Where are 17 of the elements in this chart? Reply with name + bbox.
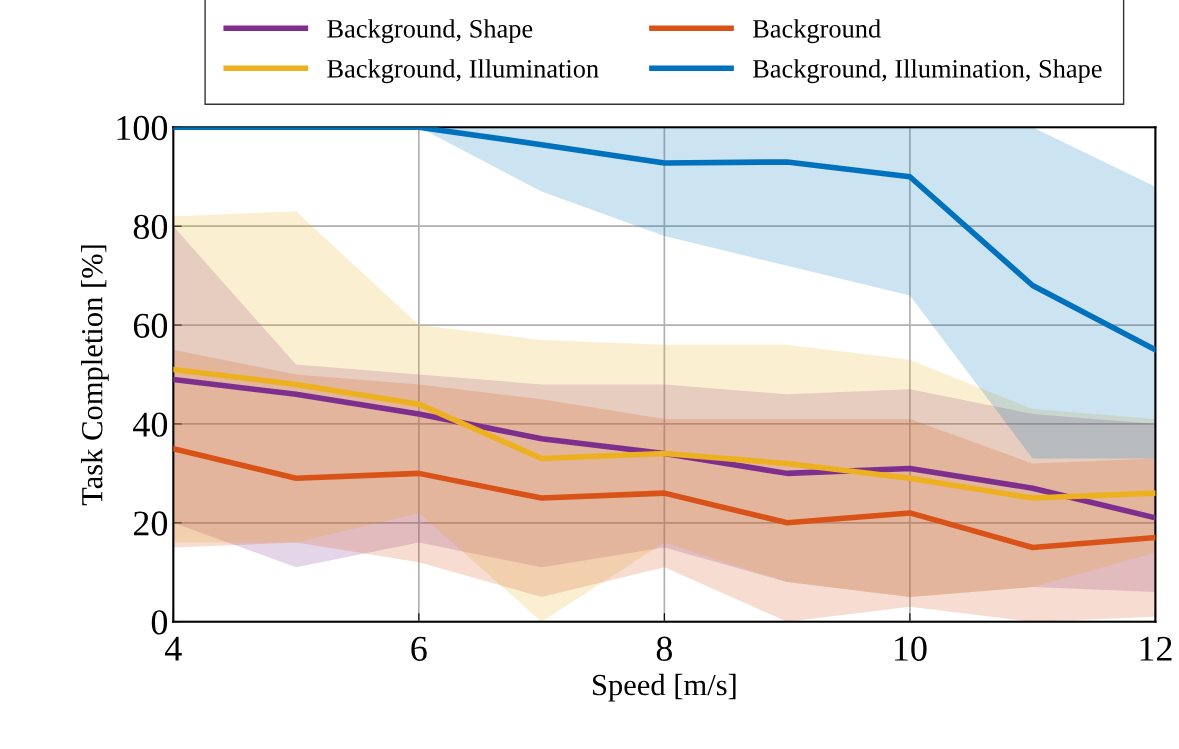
- x-tick-label: 10: [895, 636, 927, 661]
- x-tick-label: 6: [411, 636, 427, 661]
- y-axis-title: Task Completion [%]: [81, 245, 109, 506]
- y-tick-label: 60: [133, 313, 168, 338]
- x-tick-label: 12: [1140, 636, 1172, 661]
- legend-label: Background, Illumination, Shape: [752, 59, 1102, 84]
- y-tick-label: 100: [117, 115, 168, 141]
- y-tick-label: 20: [133, 511, 168, 536]
- y-tick-label: 40: [133, 412, 168, 437]
- legend-label: Background, Shape: [327, 19, 533, 44]
- x-tick-label: 4: [164, 636, 182, 661]
- x-axis-title: Speed [m/s]: [593, 673, 736, 702]
- legend-label: Background: [752, 19, 881, 44]
- x-tick-label: 8: [656, 636, 673, 661]
- y-tick-label: 0: [151, 610, 168, 635]
- legend-label: Background, Illumination: [327, 59, 599, 84]
- y-tick-label: 80: [133, 214, 168, 240]
